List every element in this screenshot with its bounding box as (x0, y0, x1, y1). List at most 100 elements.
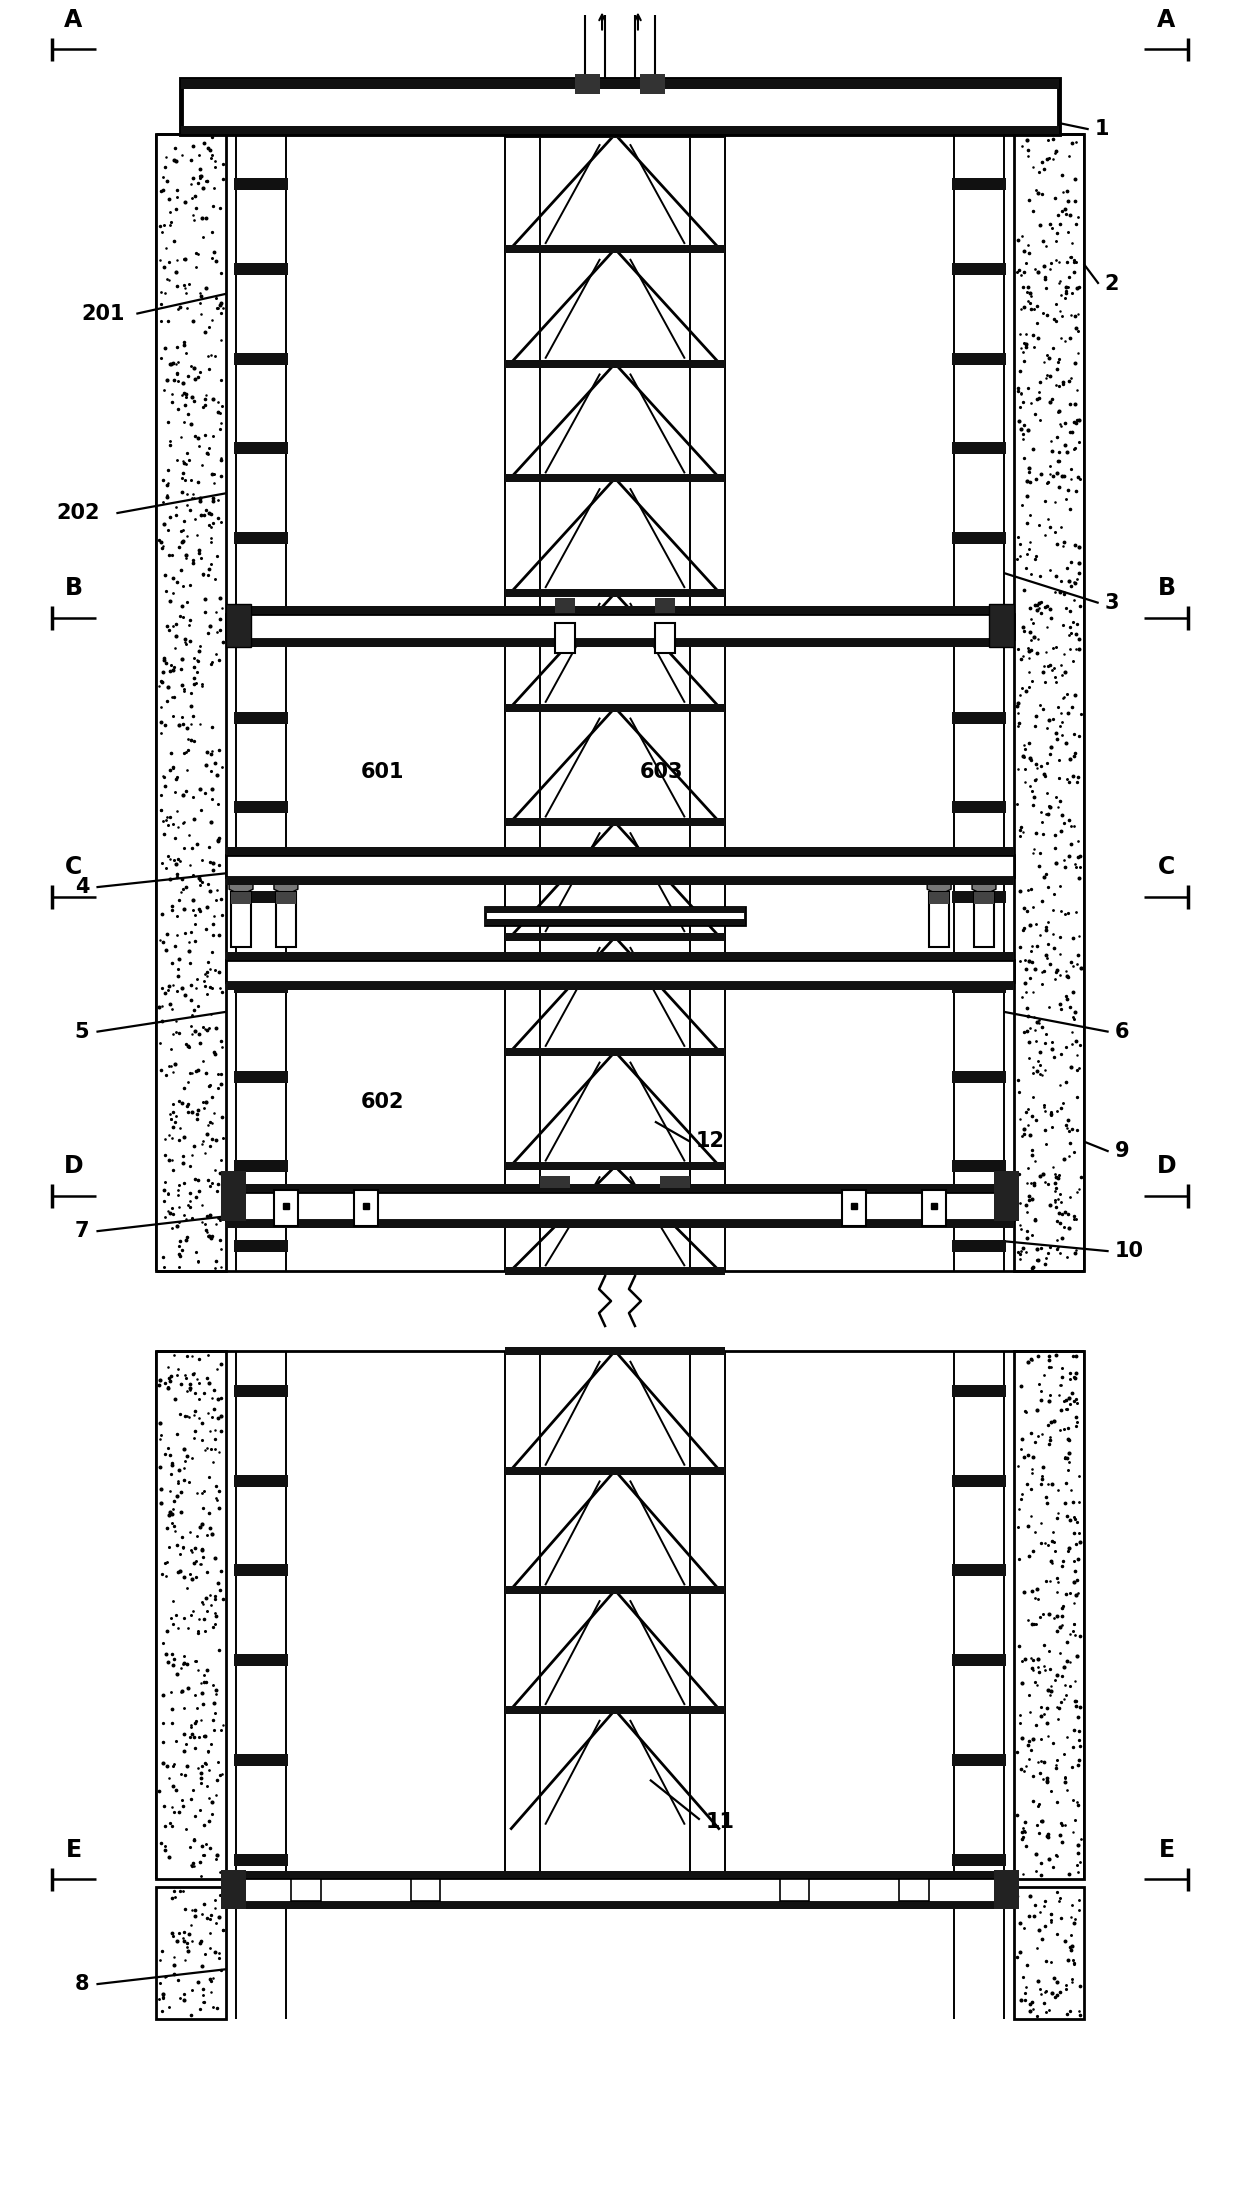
Bar (994, 1869, 1019, 1908)
Bar (952, 178, 1006, 191)
Text: E: E (1158, 1838, 1174, 1862)
Polygon shape (229, 872, 253, 896)
Bar (952, 354, 1006, 365)
Bar (640, 75, 665, 94)
Bar (506, 1875, 724, 1884)
Bar (234, 1072, 288, 1083)
Bar (234, 1654, 288, 1667)
Bar (353, 1190, 378, 1225)
Bar (952, 1755, 1006, 1766)
Bar (234, 354, 288, 365)
Bar (556, 597, 575, 613)
Bar (952, 441, 1006, 455)
Bar (234, 264, 288, 274)
Bar (221, 1170, 246, 1221)
Text: 12: 12 (696, 1131, 725, 1151)
Text: 1: 1 (1095, 119, 1110, 138)
Bar (506, 360, 724, 367)
Bar (226, 960, 1014, 982)
Bar (990, 604, 1014, 648)
Bar (234, 178, 288, 191)
Bar (506, 933, 724, 942)
Bar (952, 1654, 1006, 1667)
Bar (506, 474, 724, 483)
Text: B: B (1157, 575, 1176, 600)
Bar (181, 79, 1059, 134)
Text: 5: 5 (74, 1021, 89, 1041)
Text: D: D (1157, 1155, 1177, 1179)
Bar (274, 1190, 298, 1225)
Bar (226, 854, 1014, 876)
Bar (226, 1184, 1014, 1192)
Polygon shape (972, 872, 996, 896)
Bar (660, 1177, 689, 1188)
Bar (234, 531, 288, 545)
Bar (221, 1869, 246, 1908)
Bar (952, 264, 1006, 274)
Text: D: D (63, 1155, 83, 1179)
Bar (899, 1880, 929, 1902)
Text: 2: 2 (1105, 274, 1120, 294)
Bar (291, 1880, 321, 1902)
Bar (506, 1706, 724, 1713)
Bar (274, 1190, 298, 1225)
Bar (231, 892, 250, 946)
Bar (277, 892, 296, 946)
Text: A: A (64, 7, 83, 31)
Bar (226, 1878, 1014, 1902)
Text: 10: 10 (1115, 1241, 1143, 1261)
Bar (994, 1170, 1019, 1221)
Text: A: A (1157, 7, 1176, 31)
Text: 9: 9 (1115, 1142, 1130, 1162)
Bar (952, 712, 1006, 725)
Bar (156, 1886, 226, 2018)
Bar (226, 604, 250, 648)
Bar (952, 1564, 1006, 1577)
Text: 603: 603 (640, 762, 683, 782)
Bar (506, 130, 724, 138)
Bar (226, 1902, 1014, 1908)
Bar (234, 982, 288, 993)
Bar (226, 1221, 1014, 1228)
Bar (226, 876, 1014, 885)
Bar (234, 1564, 288, 1577)
Polygon shape (928, 872, 951, 896)
Bar (156, 134, 226, 1271)
Bar (181, 79, 1059, 90)
Bar (506, 819, 724, 826)
Bar (990, 604, 1014, 648)
Bar (234, 1853, 288, 1867)
Bar (506, 703, 724, 712)
Bar (842, 1190, 867, 1225)
Bar (952, 802, 1006, 813)
Bar (234, 621, 288, 635)
Bar (226, 615, 1014, 639)
Bar (277, 892, 296, 905)
Text: 8: 8 (74, 1974, 89, 1994)
Bar (952, 1072, 1006, 1083)
Bar (975, 892, 994, 905)
Bar (506, 1162, 724, 1170)
Text: 3: 3 (1105, 593, 1120, 613)
Bar (234, 802, 288, 813)
Bar (226, 639, 1014, 648)
Text: 201: 201 (82, 303, 125, 323)
Bar (506, 1267, 724, 1276)
Bar (556, 624, 575, 652)
Text: C: C (64, 854, 82, 878)
Text: 602: 602 (361, 1091, 404, 1111)
Bar (226, 953, 1014, 960)
Bar (234, 1386, 288, 1397)
Bar (952, 531, 1006, 545)
Bar (506, 1047, 724, 1056)
Text: 7: 7 (74, 1221, 89, 1241)
Bar (952, 982, 1006, 993)
Text: 6: 6 (1115, 1021, 1130, 1041)
Bar (655, 624, 675, 652)
Text: 601: 601 (361, 762, 404, 782)
Bar (780, 1880, 810, 1902)
Text: 11: 11 (706, 1812, 735, 1831)
Bar (226, 606, 1014, 615)
Bar (575, 75, 600, 94)
Bar (226, 1871, 1014, 1878)
